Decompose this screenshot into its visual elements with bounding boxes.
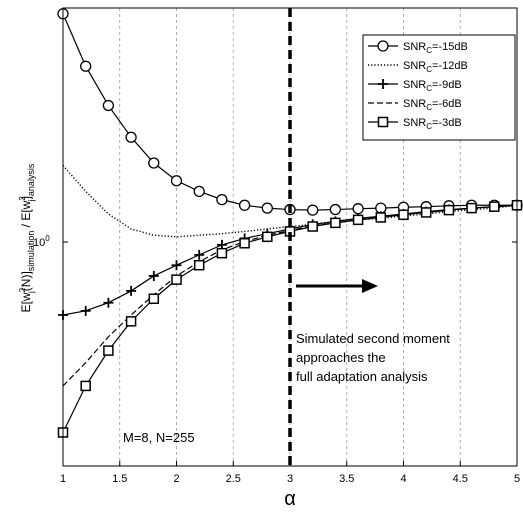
legend-entry-2: SNRC=-9dB bbox=[403, 79, 462, 93]
y-label-part: E[w bbox=[19, 292, 33, 312]
y-tick-base: 10 bbox=[33, 237, 45, 249]
data-point-marker bbox=[466, 202, 477, 214]
data-point-marker bbox=[193, 259, 205, 271]
legend-sub: C bbox=[426, 122, 432, 131]
legend: SNRC=-15dB SNRC=-12dB SNRC=-9dB SNRC=-6d… bbox=[362, 34, 516, 141]
params-annotation: M=8, N=255 bbox=[123, 430, 195, 445]
data-point-marker bbox=[170, 175, 183, 187]
x-tick-label: 1.5 bbox=[112, 473, 127, 485]
series-4 bbox=[57, 199, 523, 438]
data-point-marker bbox=[307, 221, 318, 232]
data-point-marker bbox=[171, 274, 182, 285]
data-point-marker bbox=[420, 207, 432, 218]
data-point-marker bbox=[80, 380, 91, 392]
x-axis-label: α bbox=[284, 488, 296, 510]
data-point-marker bbox=[80, 60, 92, 72]
data-point-marker bbox=[375, 212, 387, 223]
data-point-marker bbox=[330, 217, 341, 229]
data-point-marker bbox=[125, 131, 137, 143]
annotation-line-2: approaches the bbox=[296, 350, 386, 365]
legend-sub: C bbox=[426, 46, 432, 55]
y-label-part: / E[w bbox=[19, 200, 33, 230]
x-tick-label: 3 bbox=[287, 473, 293, 485]
data-point-marker bbox=[261, 202, 273, 214]
data-point-marker bbox=[238, 199, 251, 211]
data-point-marker bbox=[216, 193, 228, 206]
x-tick-label: 2 bbox=[173, 473, 179, 485]
legend-label: SNR bbox=[403, 60, 426, 72]
y-label-sup: 2 bbox=[18, 287, 27, 292]
legend-value: =-15dB bbox=[432, 41, 468, 53]
y-label-part: (N)] bbox=[19, 271, 33, 291]
data-point-marker bbox=[216, 247, 228, 259]
legend-sample-marker bbox=[378, 79, 388, 89]
data-point-marker bbox=[352, 203, 364, 215]
y-label-part: ] bbox=[19, 196, 33, 199]
data-point-marker bbox=[80, 305, 91, 316]
legend-entry-1: SNRC=-12dB bbox=[403, 60, 468, 74]
data-point-marker bbox=[352, 214, 364, 226]
legend-samples bbox=[368, 40, 398, 128]
legend-sub: C bbox=[426, 103, 432, 112]
data-point-marker bbox=[148, 157, 160, 169]
data-point-marker bbox=[126, 285, 137, 296]
data-point-marker bbox=[239, 237, 250, 249]
data-point-marker bbox=[307, 204, 319, 216]
x-tick-label: 2.5 bbox=[226, 473, 241, 485]
data-point-marker bbox=[103, 297, 114, 308]
data-point-marker bbox=[102, 99, 115, 112]
data-point-marker bbox=[443, 204, 455, 216]
annotation-line-3: full adaptation analysis bbox=[296, 369, 428, 384]
legend-label: SNR bbox=[403, 117, 426, 129]
annotation-line-1: Simulated second moment bbox=[296, 331, 450, 346]
x-tick-label: 4.5 bbox=[453, 473, 468, 485]
data-point-marker bbox=[489, 201, 500, 212]
y-tick-exponent: 0 bbox=[45, 234, 50, 243]
legend-sub: C bbox=[426, 84, 432, 93]
legend-label: SNR bbox=[403, 98, 426, 110]
legend-value: =-9dB bbox=[432, 79, 462, 91]
x-tick-label: 4 bbox=[400, 473, 406, 485]
y-axis-label: E[w2j(N)]simulation / E[w2j]analysis bbox=[18, 163, 36, 312]
legend-sub: C bbox=[426, 65, 432, 74]
legend-value: =-6dB bbox=[432, 98, 462, 110]
data-point-marker bbox=[193, 185, 205, 198]
data-point-marker bbox=[398, 209, 409, 221]
data-point-marker bbox=[148, 293, 160, 304]
x-axis-ticks: 1 1.5 2 2.5 3 3.5 4 4.5 5 bbox=[60, 461, 520, 485]
legend-label: SNR bbox=[403, 41, 426, 53]
x-tick-label: 1 bbox=[60, 473, 66, 485]
legend-entry-0: SNRC=-15dB bbox=[403, 41, 468, 55]
legend-entry-4: SNRC=-3dB bbox=[403, 117, 462, 131]
legend-sample-marker bbox=[377, 40, 389, 52]
legend-value: =-12dB bbox=[432, 60, 468, 72]
annotation-arrow bbox=[296, 279, 378, 293]
legend-value: =-3dB bbox=[432, 117, 462, 129]
x-tick-label: 3.5 bbox=[339, 473, 354, 485]
series-layer bbox=[57, 8, 523, 438]
y-label-sub: simulation bbox=[26, 231, 36, 272]
legend-sample-marker bbox=[377, 116, 389, 128]
data-point-marker bbox=[262, 231, 273, 243]
y-label-sup: 2 bbox=[18, 196, 27, 201]
y-label-sub: j bbox=[27, 199, 36, 202]
x-tick-label: 5 bbox=[514, 473, 520, 485]
y-label-sub: j bbox=[27, 291, 36, 294]
legend-label: SNR bbox=[403, 79, 426, 91]
data-point-marker bbox=[103, 345, 114, 356]
y-label-sub: analysis bbox=[26, 163, 36, 196]
data-point-marker bbox=[194, 249, 205, 260]
y-tick-label: 100 bbox=[33, 234, 50, 249]
data-point-marker bbox=[329, 203, 342, 216]
legend-entry-3: SNRC=-6dB bbox=[403, 98, 462, 112]
data-point-marker bbox=[171, 260, 182, 271]
data-point-marker bbox=[148, 270, 159, 281]
data-point-marker bbox=[125, 316, 137, 327]
